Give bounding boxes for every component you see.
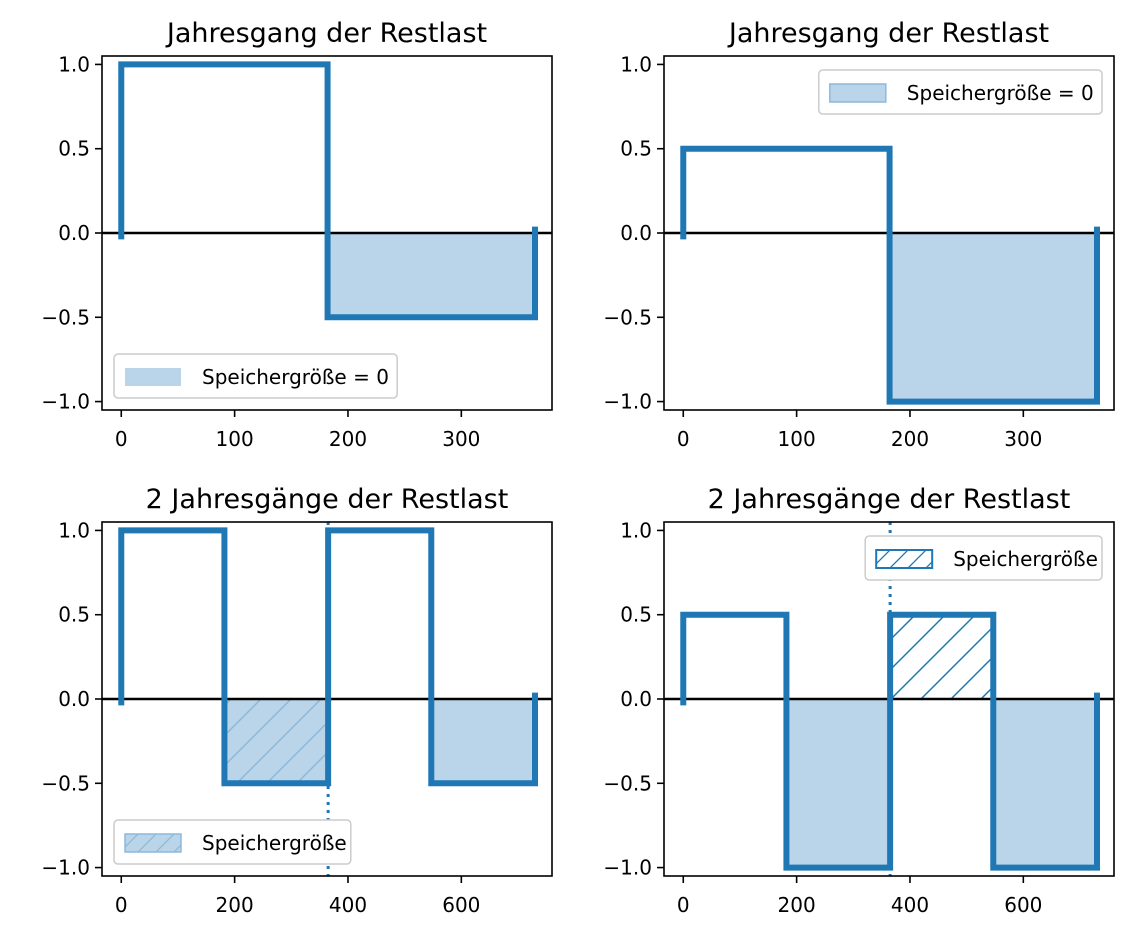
- x-tick-label: 200: [891, 427, 929, 451]
- y-tick-label: −1.0: [603, 856, 652, 880]
- chart-panel-3: 0 200 400 600 −1.0 −0.5 0.0 0.5 1.0 2 Jahresgänge…: [41, 484, 553, 917]
- y-tick-label: −0.5: [603, 305, 652, 329]
- x-tick-label: 0: [115, 427, 128, 451]
- x-tick-label: 300: [442, 427, 480, 451]
- y-tick-label: 0.0: [58, 687, 90, 711]
- y-tick-label: 0.5: [620, 137, 652, 161]
- x-tick-label: 0: [677, 893, 690, 917]
- y-tick-label: 0.5: [58, 137, 90, 161]
- chart-panel-1: 0 100 200 300 −1.0 −0.5 0.0 0.5 1.0 Jahresgang de…: [41, 18, 553, 451]
- fill-region: [993, 699, 1097, 868]
- x-tick-label: 400: [329, 893, 367, 917]
- legend: Speichergröße: [113, 819, 352, 865]
- y-tick-label: 0.0: [58, 221, 90, 245]
- hatch-region: [890, 614, 994, 699]
- x-tick-label: 400: [891, 893, 929, 917]
- fill-region: [431, 699, 535, 784]
- legend-swatch: [125, 368, 181, 386]
- legend-label: Speichergröße: [202, 831, 347, 855]
- chart-title: Jahresgang der Restlast: [165, 18, 487, 49]
- chart-title: 2 Jahresgänge der Restlast: [146, 484, 509, 515]
- legend-box: [818, 69, 1103, 115]
- x-tick-label: 200: [329, 427, 367, 451]
- legend-box: [113, 819, 352, 865]
- x-tick-label: 300: [1004, 427, 1042, 451]
- y-tick-label: 1.0: [58, 518, 90, 542]
- y-tick-label: 1.0: [620, 518, 652, 542]
- x-tick-label: 100: [778, 427, 816, 451]
- legend-label: Speichergröße = 0: [907, 81, 1094, 105]
- y-tick-label: −0.5: [603, 771, 652, 795]
- y-tick-label: 0.0: [620, 221, 652, 245]
- series-line: [680, 611, 1100, 871]
- series-line: [118, 527, 538, 787]
- legend-swatch: [829, 83, 887, 103]
- chart-panel-4: 0 200 400 600 −1.0 −0.5 0.0 0.5 1.0 2 Jahresgänge…: [603, 484, 1115, 917]
- x-tick-label: 200: [778, 893, 816, 917]
- series-line: [680, 145, 1100, 405]
- chart-title: Jahresgang der Restlast: [727, 18, 1049, 49]
- legend: Speichergröße = 0: [818, 69, 1103, 115]
- legend: Speichergröße: [864, 535, 1103, 581]
- chart-title: 2 Jahresgänge der Restlast: [708, 484, 1071, 515]
- hatch-region: [224, 699, 329, 784]
- x-tick-label: 600: [442, 893, 480, 917]
- x-tick-label: 0: [677, 427, 690, 451]
- y-tick-label: 0.0: [620, 687, 652, 711]
- x-tick-label: 100: [216, 427, 254, 451]
- legend: Speichergröße = 0: [113, 353, 398, 399]
- y-tick-label: 1.0: [620, 52, 652, 76]
- legend-label: Speichergröße: [953, 547, 1098, 571]
- y-tick-label: −0.5: [41, 305, 90, 329]
- x-tick-label: 0: [115, 893, 128, 917]
- fill-region: [889, 233, 1097, 402]
- x-tick-label: 200: [216, 893, 254, 917]
- y-tick-label: −0.5: [41, 771, 90, 795]
- y-tick-label: 0.5: [620, 603, 652, 627]
- plot-area: [664, 522, 1114, 876]
- chart-panel-2: 0 100 200 300 −1.0 −0.5 0.0 0.5 1.0 Jahresgang de…: [603, 18, 1115, 451]
- series-line: [118, 61, 538, 321]
- legend-box: [113, 353, 398, 399]
- fill-region: [786, 699, 891, 868]
- y-tick-label: 1.0: [58, 52, 90, 76]
- legend-label: Speichergröße = 0: [202, 365, 389, 389]
- fill-region: [327, 233, 535, 318]
- x-tick-label: 600: [1004, 893, 1042, 917]
- plot-area: [102, 61, 552, 321]
- y-tick-label: −1.0: [603, 390, 652, 414]
- plot-area: [664, 145, 1114, 405]
- legend-swatch-hatch: [125, 834, 181, 852]
- y-tick-label: −1.0: [41, 390, 90, 414]
- y-tick-label: −1.0: [41, 856, 90, 880]
- plot-area: [102, 522, 552, 876]
- legend-swatch-hatch: [876, 550, 933, 568]
- y-tick-label: 0.5: [58, 603, 90, 627]
